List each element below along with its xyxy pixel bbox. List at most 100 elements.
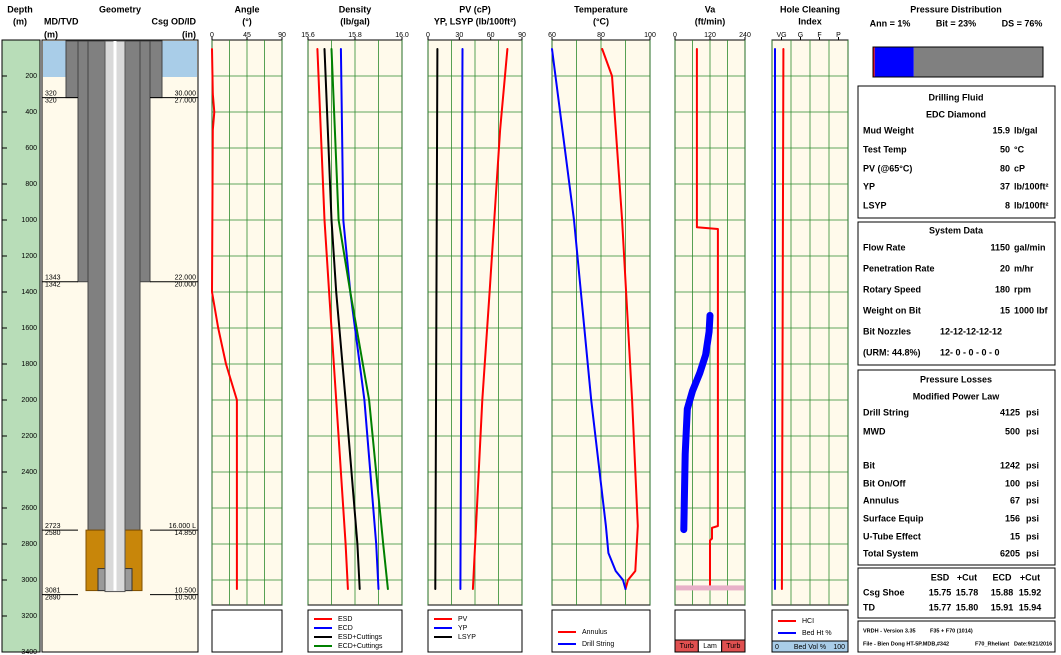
row-value: 50 xyxy=(1000,144,1010,154)
row-label: (URM: 44.8%) xyxy=(863,347,921,357)
legend-label: ECD xyxy=(338,625,353,632)
row-unit: psi xyxy=(1026,460,1039,470)
od-value: 22.000 xyxy=(175,275,197,282)
track-title: Density xyxy=(339,4,372,14)
pd-label: Ann = 1% xyxy=(870,18,911,28)
md-label: MD/TVD xyxy=(44,16,79,26)
x-tick-label: P xyxy=(836,32,841,39)
depth-tick-label: 1800 xyxy=(21,361,37,368)
pd-title: Pressure Distribution xyxy=(910,4,1002,14)
id-value: 27.000 xyxy=(175,97,197,104)
bed-volume-label: Bed Vol % xyxy=(794,644,826,651)
pd-segment xyxy=(913,47,1043,77)
row-value: 1242 xyxy=(1000,460,1020,470)
row-value: 180 xyxy=(995,284,1010,294)
x-tick-label: 90 xyxy=(518,32,526,39)
bed-volume-max: 100 xyxy=(833,644,845,651)
footer-file: File - Bien Dong HT-5P.MDB,#342 xyxy=(863,641,949,647)
row-value: 100 xyxy=(1005,478,1020,488)
legend-box xyxy=(427,609,523,653)
row-value: 15 xyxy=(1010,531,1020,541)
row-label: Flow Rate xyxy=(863,242,906,252)
cell: 15.78 xyxy=(956,587,979,597)
md-value: 2723 xyxy=(45,523,61,530)
x-tick-label: VG xyxy=(776,32,786,39)
series-line xyxy=(551,48,627,590)
panel-box xyxy=(857,221,1056,366)
row-label: U-Tube Effect xyxy=(863,531,921,541)
row-value: 15.9 xyxy=(992,125,1010,135)
series-line xyxy=(211,48,238,590)
series-line xyxy=(680,311,714,534)
row-unit: rpm xyxy=(1014,284,1031,294)
x-tick-label: 100 xyxy=(644,32,656,39)
row-label: LSYP xyxy=(863,200,887,210)
depth-tick-label: 3200 xyxy=(21,613,37,620)
track-unit: (lb/gal) xyxy=(340,16,370,26)
row-label: Total System xyxy=(863,548,918,558)
md-value: 1343 xyxy=(45,275,61,282)
section-title: Drilling Fluid xyxy=(929,92,984,102)
x-tick-label: 15.8 xyxy=(348,32,362,39)
bed-volume-bar xyxy=(771,640,849,653)
series-line xyxy=(459,48,464,590)
od-value: 10.500 xyxy=(175,587,197,594)
footer-fluid: F70_Rheliant xyxy=(975,641,1009,647)
od-value: 30.000 xyxy=(175,90,197,97)
regime-label: Turb xyxy=(726,643,740,650)
row-value: 156 xyxy=(1005,513,1020,523)
panel-box xyxy=(857,369,1056,566)
row-label: MWD xyxy=(863,426,886,436)
cell: 15.92 xyxy=(1019,587,1042,597)
row-unit: lb/gal xyxy=(1014,125,1038,135)
depth-tick-label: 800 xyxy=(25,181,37,188)
depth-tick-label: 3400 xyxy=(21,649,37,655)
cell: 15.75 xyxy=(929,587,952,597)
legend-label: Drill String xyxy=(582,641,614,648)
series-line xyxy=(316,48,349,590)
pd-label: DS = 76% xyxy=(1002,18,1043,28)
row-label: Drill String xyxy=(863,407,909,417)
col-header: +Cut xyxy=(957,572,977,582)
depth-unit: (m) xyxy=(13,16,27,26)
depth-tick-label: 1000 xyxy=(21,217,37,224)
legend-label: Annulus xyxy=(582,629,608,636)
pd-frame xyxy=(872,46,1044,78)
footer-config: F35 + F70 (1014) xyxy=(930,628,973,634)
depth-tick-label: 1200 xyxy=(21,253,37,260)
id-value: 20.000 xyxy=(175,282,197,289)
x-tick-label: 30 xyxy=(455,32,463,39)
panel-box xyxy=(857,567,1056,619)
x-tick-label: 15.6 xyxy=(301,32,315,39)
legend-label: ECD+Cuttings xyxy=(338,643,383,650)
track-unit: Index xyxy=(798,16,822,26)
cell: 15.88 xyxy=(991,587,1014,597)
track-unit: YP, LSYP (lb/100ft²) xyxy=(434,16,516,26)
od-value: 16.000 L xyxy=(169,523,196,530)
track-title: PV (cP) xyxy=(459,4,491,14)
col-header: ESD xyxy=(931,572,950,582)
x-tick-label: 60 xyxy=(487,32,495,39)
depth-tick-label: 600 xyxy=(25,145,37,152)
track-title: Temperature xyxy=(574,4,628,14)
model-name: Modified Power Law xyxy=(913,391,1001,401)
pd-label: Bit = 23% xyxy=(936,18,976,28)
col-header: ECD xyxy=(992,572,1012,582)
depth-track xyxy=(1,39,41,653)
legend-label: Bed Ht % xyxy=(802,630,832,637)
x-tick-label: 0 xyxy=(673,32,677,39)
footer-version: VRDH - Version 3.35 xyxy=(863,628,916,634)
series-line xyxy=(434,48,439,590)
series-line xyxy=(695,48,719,587)
track-unit: (°) xyxy=(242,16,252,26)
x-tick-label: 240 xyxy=(739,32,751,39)
pd-segment xyxy=(873,47,875,77)
id-value: 10.500 xyxy=(175,594,197,601)
regime-box xyxy=(721,639,746,653)
depth-tick-label: 400 xyxy=(25,109,37,116)
depth-tick-label: 1600 xyxy=(21,325,37,332)
track-title: Angle xyxy=(234,4,259,14)
x-tick-label: 60 xyxy=(548,32,556,39)
depth-title: Depth xyxy=(7,4,33,14)
